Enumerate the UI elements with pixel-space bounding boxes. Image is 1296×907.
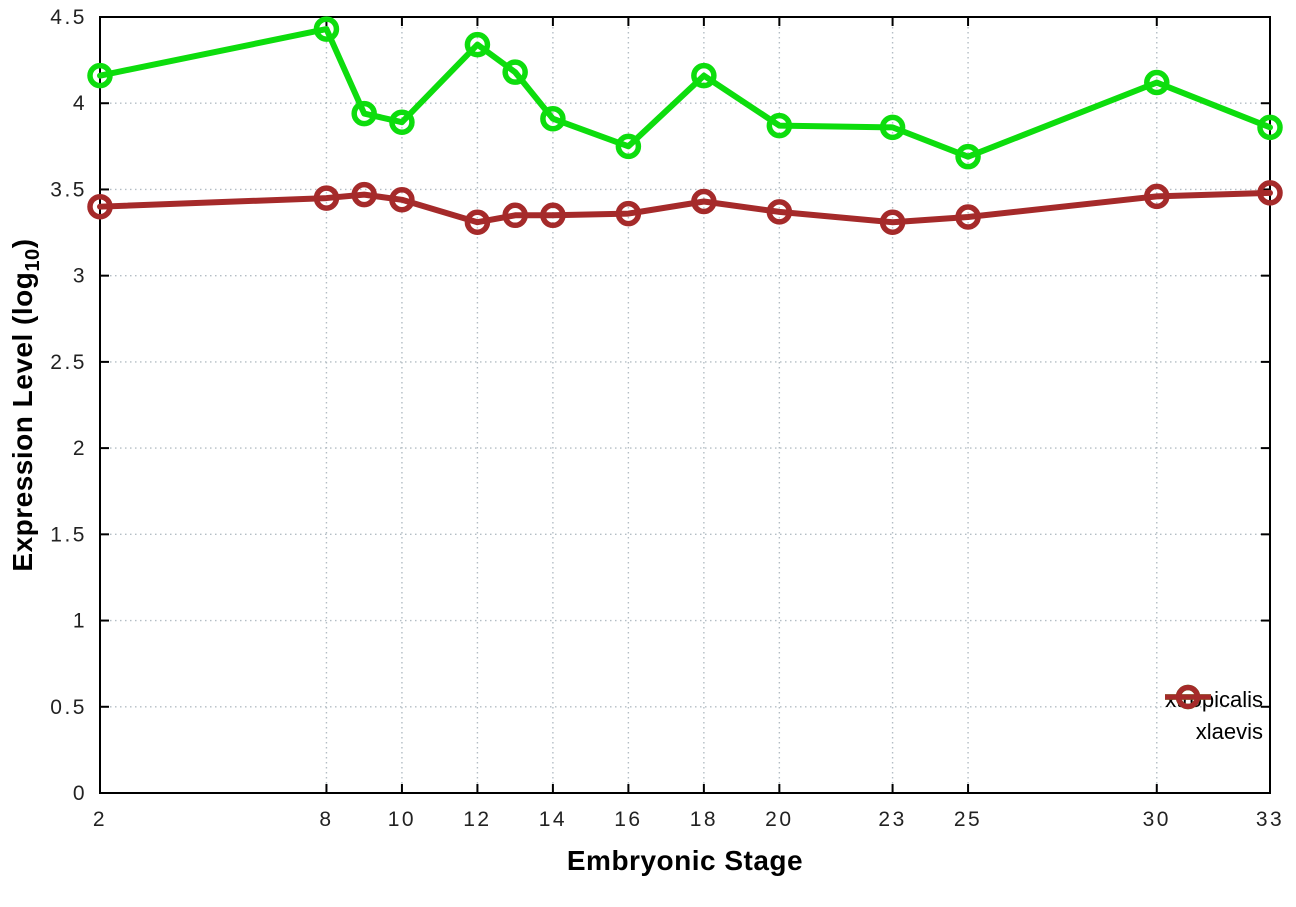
y-tick-label: 3.5: [50, 178, 87, 201]
data-point-marker: [87, 193, 113, 220]
y-tick-labels: 0 0.5 1 1.5 2 2.5 3 3.5 4 4.5: [50, 6, 87, 805]
data-point-marker: [87, 62, 113, 89]
data-point-marker: [879, 209, 906, 235]
gridlines: [100, 17, 1270, 793]
data-point-marker: [615, 133, 642, 160]
data-point-marker: [464, 31, 491, 58]
data-point-marker: [691, 188, 717, 215]
data-point-marker: [313, 185, 340, 211]
data-point-marker: [502, 59, 528, 85]
data-point-marker: [1257, 180, 1283, 206]
legend-label: xlaevis: [1195, 719, 1263, 744]
data-point-marker: [955, 143, 981, 170]
y-tick-label: 2.5: [50, 351, 87, 374]
x-tick-label: 8: [319, 808, 333, 831]
x-tick-label: 12: [463, 808, 491, 831]
x-tick-label: 18: [690, 808, 718, 831]
data-point-marker: [313, 16, 340, 42]
y-axis-title: Expression Level (log10): [7, 238, 45, 571]
x-tick-label: 33: [1256, 808, 1284, 831]
data-point-marker: [1144, 69, 1170, 96]
data-point-marker: [351, 100, 377, 127]
legend-entry-xlaevis: xlaevis: [1165, 684, 1263, 748]
data-point-marker: [615, 200, 642, 227]
y-tick-label: 3: [73, 265, 87, 288]
x-tick-label: 25: [954, 808, 982, 831]
y-tick-label: 0.5: [50, 696, 87, 719]
data-point-marker: [389, 187, 415, 213]
data-point-marker: [540, 202, 566, 229]
data-point-marker: [766, 199, 793, 225]
x-axis-title: Embryonic Stage: [566, 845, 804, 876]
data-point-marker: [766, 112, 793, 139]
data-point-marker: [464, 209, 491, 235]
series-line: [97, 26, 1273, 160]
x-tick-label: 16: [614, 808, 642, 831]
data-point-marker: [955, 204, 981, 230]
data-point-marker: [502, 202, 528, 229]
y-tick-label: 1.5: [50, 523, 87, 546]
data-point-marker: [691, 62, 717, 89]
y-axis-title-suffix: ): [7, 238, 39, 249]
data-point-marker: [879, 114, 906, 141]
x-tick-label: 10: [388, 808, 416, 831]
series-xtropicalis: [87, 16, 1283, 170]
plot-border: [99, 16, 1271, 794]
x-tick-label: 30: [1143, 808, 1171, 831]
data-point-marker: [389, 109, 415, 135]
y-tick-label: 0: [73, 782, 87, 805]
y-tick-label: 4: [73, 92, 87, 115]
data-point-marker: [1144, 183, 1170, 210]
x-tick-label: 2: [93, 808, 107, 831]
y-tick-label: 4.5: [50, 6, 87, 29]
x-tick-labels: 2 8 10 12 14 16 18 20 23 25 30 33: [93, 808, 1284, 831]
legend: xtropicalis xlaevis: [1165, 684, 1263, 748]
series-xlaevis: [87, 180, 1283, 235]
y-axis-title-subscript: 10: [21, 248, 44, 272]
y-tick-label: 2: [73, 437, 87, 460]
x-tick-label: 14: [539, 808, 567, 831]
tick-marks: [99, 16, 1271, 794]
data-point-marker: [540, 105, 566, 132]
x-tick-label: 23: [878, 808, 906, 831]
y-tick-label: 1: [73, 610, 87, 633]
series-line: [97, 189, 1273, 226]
data-point-marker: [1257, 114, 1283, 141]
data-point-marker: [351, 181, 377, 208]
x-tick-label: 20: [765, 808, 793, 831]
y-axis-title-text: Expression Level (log: [7, 271, 39, 572]
legend-line-marker-icon: [1165, 684, 1212, 710]
